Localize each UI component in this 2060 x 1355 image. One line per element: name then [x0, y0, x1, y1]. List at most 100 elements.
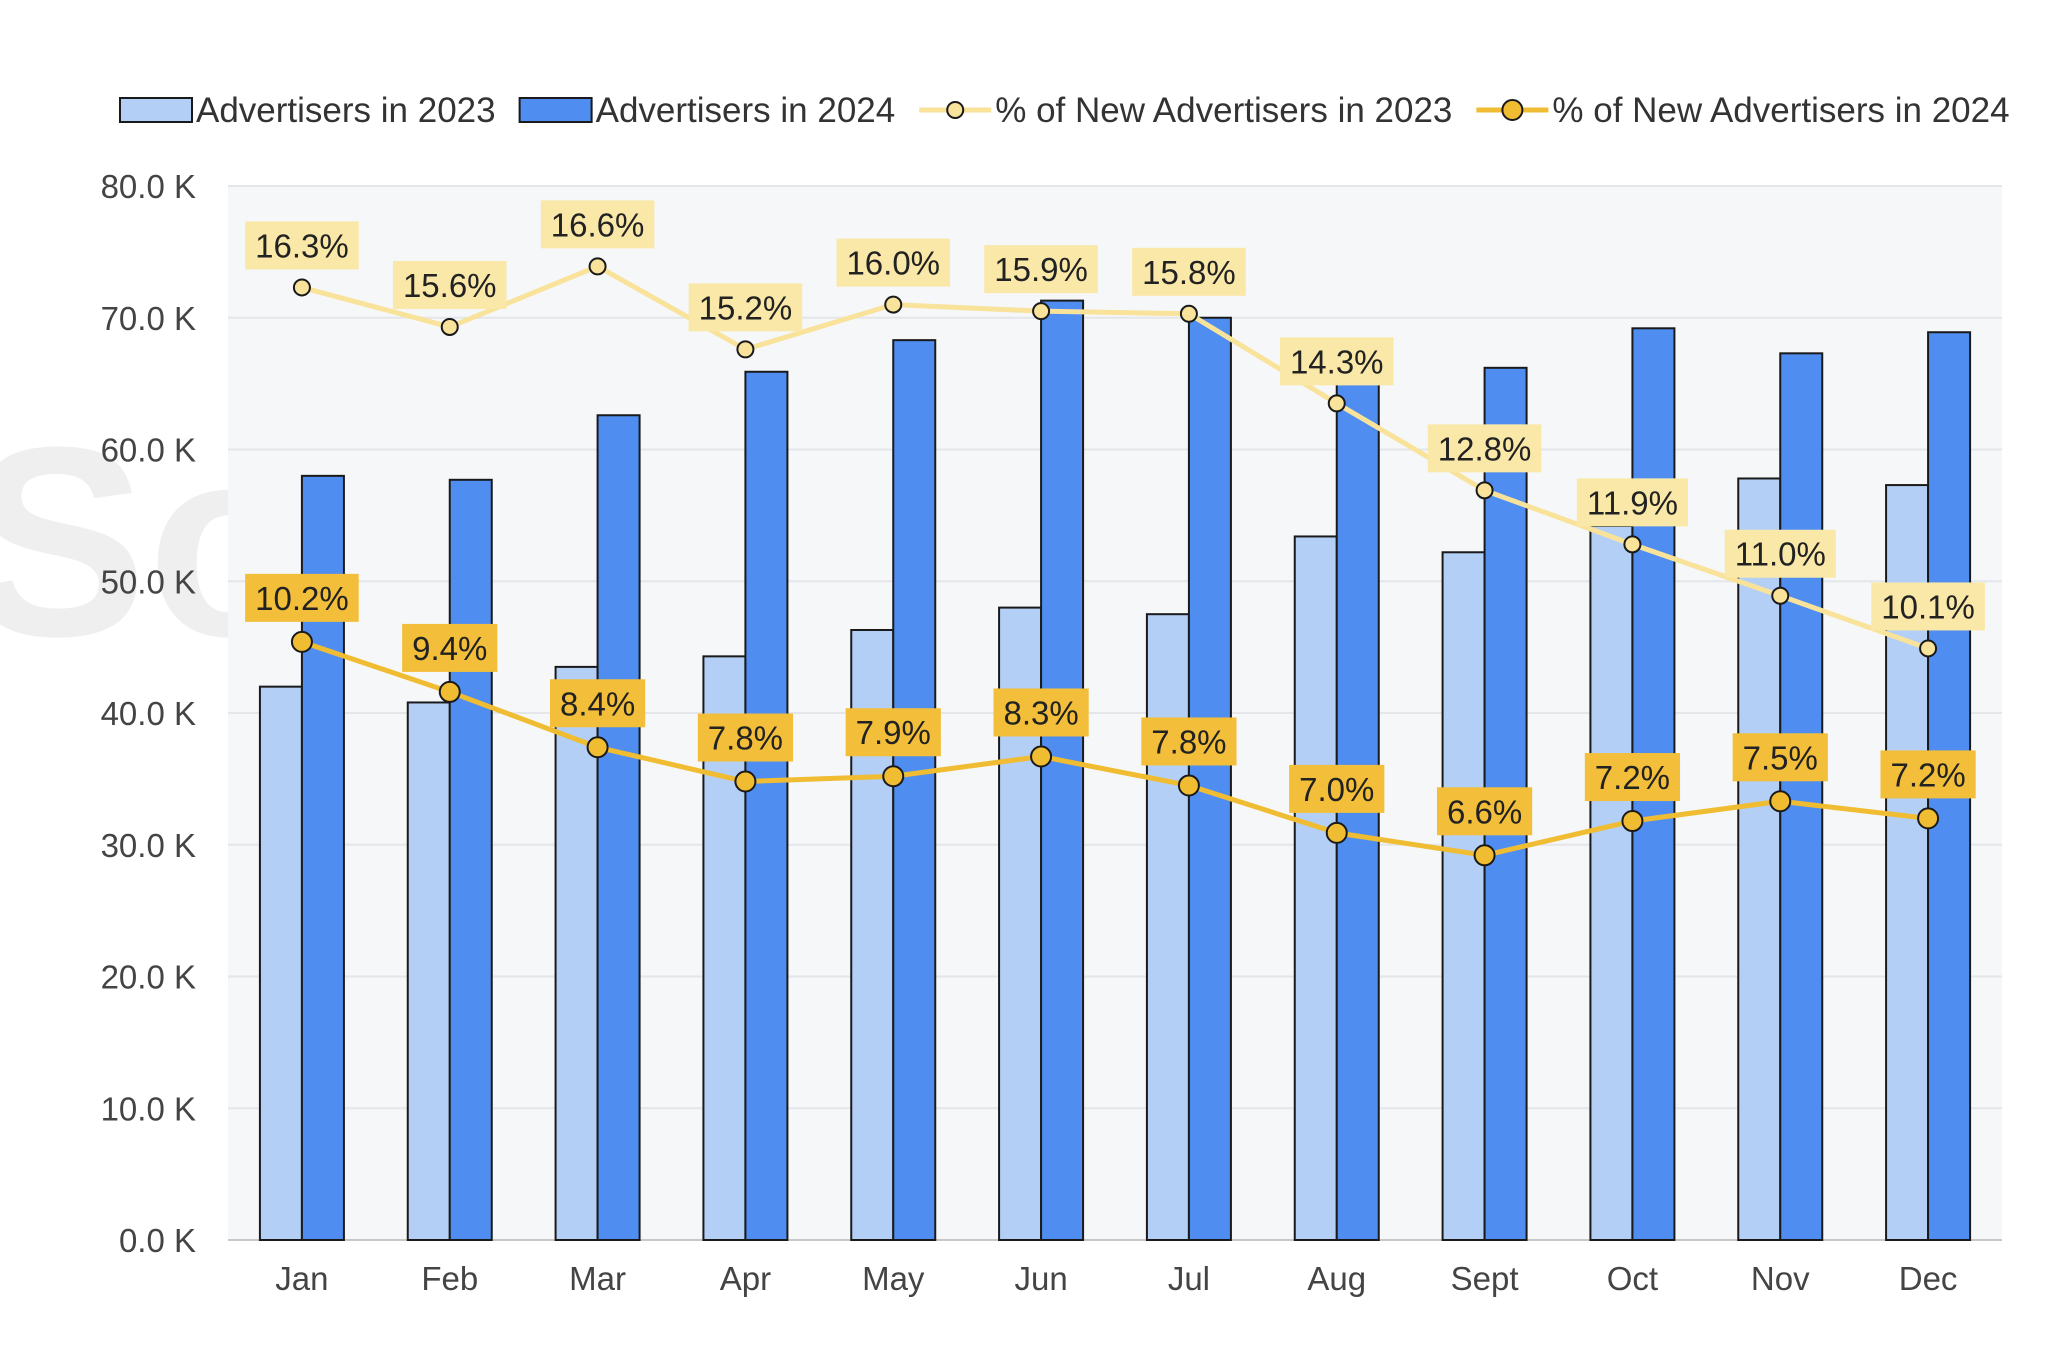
- data-label-bg: [1584, 753, 1681, 802]
- bar-1-jan: [258, 685, 303, 1241]
- data-label-bg: [845, 708, 941, 757]
- bar-1-nov: [1737, 477, 1782, 1241]
- line-point-3-mar: [588, 257, 607, 276]
- data-label-4-jun: 8.3%: [1003, 694, 1078, 731]
- legend-label-1: Advertisers in 2023: [196, 91, 496, 130]
- line-series-3: [301, 263, 1929, 651]
- data-label-bg: [1871, 582, 1985, 631]
- bar-1-oct: [1589, 524, 1634, 1241]
- data-label-4-sept: 6.6%: [1447, 793, 1522, 830]
- line-point-4-sept: [1473, 844, 1496, 867]
- bar-1-feb: [406, 701, 451, 1241]
- line-point-3-jun: [1032, 302, 1051, 321]
- data-label-bg: [984, 245, 1098, 294]
- x-tick-label: Nov: [1751, 1260, 1810, 1297]
- line-point-3-sept: [1475, 481, 1494, 500]
- data-label-bg: [540, 200, 655, 249]
- x-tick-label: Aug: [1307, 1260, 1366, 1297]
- x-tick-label: Jul: [1168, 1260, 1210, 1297]
- data-label-bg: [1724, 529, 1836, 578]
- legend-marker-4: [1501, 99, 1524, 121]
- y-tick-label: 60.0 K: [101, 432, 196, 469]
- x-tick-label: Oct: [1607, 1260, 1658, 1297]
- x-tick-label: Apr: [720, 1260, 771, 1297]
- data-label-3-aug: 14.3%: [1290, 343, 1384, 380]
- line-point-4-aug: [1325, 821, 1348, 844]
- line-point-4-feb: [438, 680, 461, 703]
- x-axis: Jan Feb Mar Apr May Jun Jul Aug Sept Oct Nov Dec: [275, 1260, 1957, 1297]
- line-point-3-may: [884, 295, 903, 314]
- data-label-4-oct: 7.2%: [1595, 759, 1670, 796]
- x-tick-label: Jun: [1014, 1260, 1067, 1297]
- x-tick-label: May: [862, 1260, 925, 1297]
- line-point-4-apr: [734, 770, 757, 793]
- bar-1-mar: [554, 665, 599, 1241]
- data-label-bg: [1427, 424, 1542, 473]
- data-label-bg: [1732, 733, 1828, 782]
- data-label-3-oct: 11.9%: [1587, 484, 1678, 521]
- x-tick-label: Sept: [1451, 1260, 1519, 1297]
- data-label-4-nov: 7.5%: [1743, 739, 1818, 776]
- data-label-bg: [1289, 764, 1385, 813]
- data-label-3-jan: 16.3%: [255, 227, 349, 264]
- bar-2-mar: [596, 414, 641, 1241]
- data-label-3-dec: 10.1%: [1881, 588, 1975, 625]
- y-tick-label: 70.0 K: [101, 300, 196, 337]
- data-label-bg: [836, 238, 951, 287]
- x-tick-label: Jan: [275, 1260, 328, 1297]
- line-point-4-nov: [1769, 790, 1792, 813]
- legend-swatch-1: [119, 97, 193, 123]
- data-label-4-mar: 8.4%: [560, 685, 635, 722]
- line-point-4-dec: [1917, 807, 1940, 830]
- x-tick-label: Dec: [1899, 1260, 1958, 1297]
- x-tick-label: Mar: [569, 1260, 626, 1297]
- data-label-bg: [549, 679, 646, 728]
- data-label-3-feb: 15.6%: [403, 267, 497, 304]
- data-label-bg: [392, 260, 507, 309]
- y-tick-label: 0.0 K: [119, 1222, 196, 1259]
- data-label-bg: [697, 713, 794, 762]
- line-point-4-oct: [1621, 810, 1644, 833]
- legend-label-4: % of New Advertisers in 2024: [1552, 91, 2009, 130]
- line-point-3-jul: [1179, 304, 1198, 323]
- data-label-bg: [1436, 787, 1533, 836]
- data-label-bg: [1880, 750, 1976, 799]
- data-label-4-feb: 9.4%: [412, 630, 487, 667]
- data-label-bg: [1279, 337, 1394, 386]
- line-point-4-may: [882, 765, 905, 788]
- data-label-bg: [993, 688, 1089, 737]
- x-tick-label: Feb: [421, 1260, 478, 1297]
- bar-1-jul: [1145, 613, 1190, 1241]
- line-point-3-apr: [736, 340, 755, 359]
- y-tick-label: 50.0 K: [101, 563, 196, 600]
- line-point-3-oct: [1623, 535, 1642, 554]
- bar-2-feb: [448, 478, 493, 1241]
- line-point-4-jun: [1030, 745, 1053, 768]
- data-label-4-jul: 7.8%: [1151, 723, 1226, 760]
- legend: Advertisers in 2023 Advertisers in 2024 % …: [119, 91, 2010, 130]
- line-series-4: [301, 639, 1929, 858]
- y-axis: 0.0 K 10.0 K 20.0 K 30.0 K 40.0 K 50.0 K 60.0 …: [101, 168, 196, 1259]
- data-label-3-may: 16.0%: [846, 245, 940, 282]
- data-label-bg: [1576, 478, 1688, 527]
- y-tick-label: 10.0 K: [101, 1090, 196, 1127]
- y-tick-label: 40.0 K: [101, 695, 196, 732]
- bar-2-jun: [1040, 299, 1085, 1241]
- bar-2-apr: [744, 370, 789, 1241]
- lines: [290, 257, 1940, 867]
- legend-swatch-2: [518, 97, 593, 123]
- y-tick-label: 20.0 K: [101, 959, 196, 996]
- legend-label-2: Advertisers in 2024: [596, 91, 896, 130]
- data-label-bg: [245, 221, 359, 270]
- legend-marker-3: [946, 101, 965, 119]
- data-label-bg: [245, 573, 359, 622]
- data-label-bg: [402, 623, 498, 672]
- legend-label-3: % of New Advertisers in 2023: [995, 91, 1452, 130]
- data-label-3-mar: 16.6%: [551, 206, 645, 243]
- line-point-3-nov: [1771, 586, 1790, 605]
- gridlines: [228, 185, 2002, 1241]
- data-label-4-dec: 7.2%: [1890, 756, 1965, 793]
- data-label-bg: [688, 283, 803, 332]
- line-point-4-jul: [1177, 774, 1200, 797]
